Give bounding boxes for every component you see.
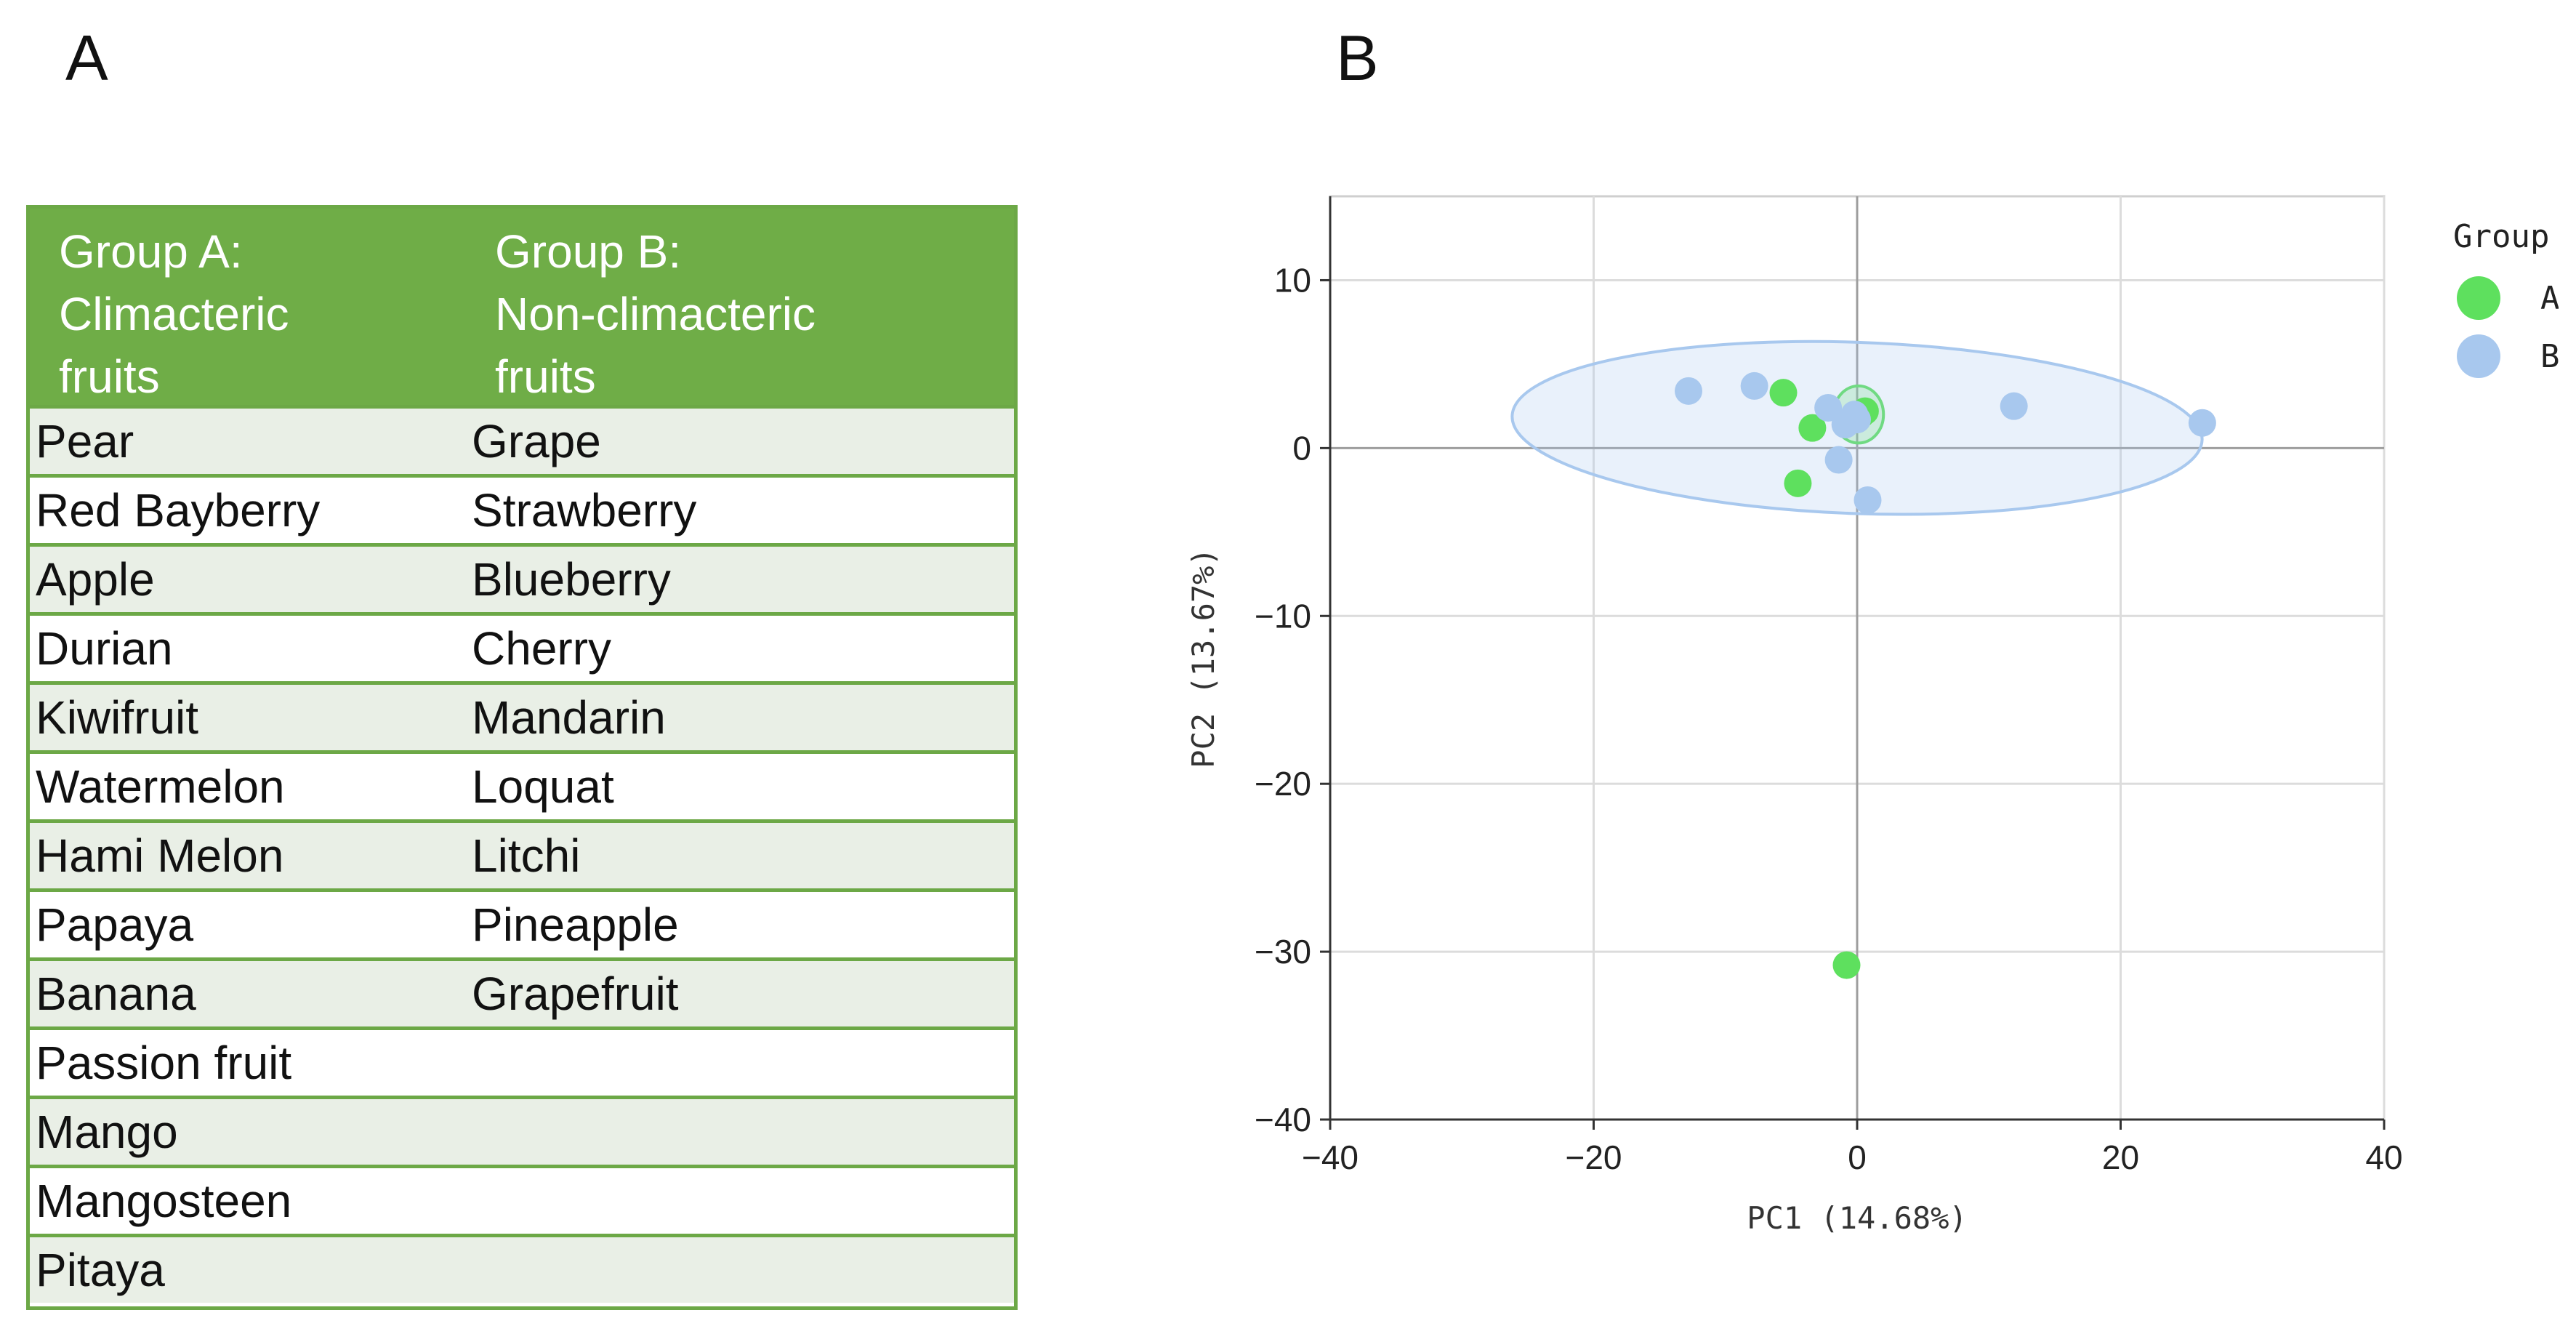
cell-group-b: Grape	[472, 415, 601, 467]
cell-group-a: Passion fruit	[36, 1037, 292, 1089]
point-group-b	[1675, 377, 1702, 405]
cell-group-a: Mangosteen	[36, 1175, 292, 1227]
cell-group-b: Litchi	[472, 829, 581, 882]
cell-group-b: Mandarin	[472, 691, 666, 744]
fruit-group-table: Group A: Climacteric fruits Group B: Non…	[26, 205, 1018, 1310]
cell-group-b: Cherry	[472, 622, 612, 675]
panel-b-label: B	[1336, 22, 1379, 94]
y-axis-title: PC2 (13.67%)	[1186, 547, 1221, 768]
legend-label-a: A	[2540, 280, 2559, 317]
cell-group-a: Red Bayberry	[36, 484, 321, 537]
point-group-a	[1832, 951, 1861, 979]
cell-group-a: Hami Melon	[36, 829, 284, 882]
cell-group-a: Banana	[36, 968, 196, 1020]
table-row: Watermelon Loquat	[30, 750, 1014, 819]
table-row: Hami Melon Litchi	[30, 819, 1014, 888]
cell-group-b: Strawberry	[472, 484, 697, 537]
cell-group-b: Pineapple	[472, 899, 679, 951]
x-tick-label: −40	[1302, 1138, 1359, 1176]
x-axis-title: PC1 (14.68%)	[1747, 1200, 1967, 1236]
cell-group-a: Papaya	[36, 899, 194, 951]
cell-group-a: Watermelon	[36, 760, 285, 813]
point-group-a	[1784, 469, 1812, 497]
axes: −40 −20 0 20 40 −40 −30 −20 −10 0 10 PC1 (14.68%) PC…	[1186, 196, 2403, 1236]
point-group-b	[1853, 486, 1882, 514]
point-group-a	[1769, 379, 1798, 407]
x-tick-label: 40	[2365, 1138, 2402, 1176]
point-group-b	[1740, 371, 1768, 400]
cell-group-a: Apple	[36, 553, 155, 606]
legend: Group AB	[2453, 218, 2559, 378]
table-row: Red Bayberry Strawberry	[30, 474, 1014, 543]
cell-group-b: Blueberry	[472, 553, 671, 606]
table-header: Group A: Climacteric fruits Group B: Non…	[30, 209, 1014, 405]
y-tick-label: −10	[1255, 597, 1311, 635]
data-points	[1675, 371, 2216, 979]
legend-title: Group	[2453, 218, 2549, 255]
header-group-a: Group A: Climacteric fruits	[59, 225, 289, 403]
table-row: Passion fruit	[30, 1026, 1014, 1096]
point-group-b	[1814, 393, 1843, 422]
grid-lines	[1329, 195, 2386, 1121]
table-row: Mangosteen	[30, 1165, 1014, 1234]
point-group-a	[1798, 414, 1827, 442]
panel-a-label: A	[65, 22, 108, 94]
point-group-b	[1843, 406, 1871, 434]
table-row: Banana Grapefruit	[30, 957, 1014, 1026]
y-tick-label: 0	[1292, 429, 1311, 467]
y-tick-label: 10	[1274, 261, 1311, 299]
table-row: Durian Cherry	[30, 612, 1014, 681]
x-tick-label: 20	[2102, 1138, 2139, 1176]
table-row: Kiwifruit Mandarin	[30, 681, 1014, 750]
cell-group-a: Durian	[36, 622, 173, 675]
table-row: Papaya Pineapple	[30, 888, 1014, 957]
y-tick-label: −20	[1255, 765, 1311, 803]
point-group-b	[1824, 446, 1853, 474]
cell-group-b: Loquat	[472, 760, 614, 813]
y-tick-label: −40	[1255, 1101, 1311, 1138]
cell-group-b: Grapefruit	[472, 968, 679, 1020]
point-group-b	[2000, 392, 2028, 420]
y-tick-label: −30	[1255, 933, 1311, 971]
point-group-b	[2188, 409, 2216, 437]
x-tick-label: −20	[1565, 1138, 1622, 1176]
cell-group-a: Pitaya	[36, 1244, 165, 1296]
table-row: Pear Grape	[30, 405, 1014, 474]
header-group-b: Group B: Non-climacteric fruits	[495, 225, 816, 403]
cell-group-a: Mango	[36, 1106, 178, 1158]
x-tick-label: 0	[1848, 1138, 1867, 1176]
legend-marker-a	[2457, 276, 2500, 320]
cell-group-a: Pear	[36, 415, 134, 467]
pca-scatter-plot: −40 −20 0 20 40 −40 −30 −20 −10 0 10 PC1 (14.68%) PC…	[1186, 195, 2559, 1236]
table-row: Mango	[30, 1096, 1014, 1165]
cell-group-a: Kiwifruit	[36, 691, 199, 744]
table-row: Pitaya	[30, 1234, 1014, 1303]
legend-marker-b	[2457, 334, 2500, 378]
table-row: Apple Blueberry	[30, 543, 1014, 612]
legend-label-b: B	[2540, 338, 2559, 375]
